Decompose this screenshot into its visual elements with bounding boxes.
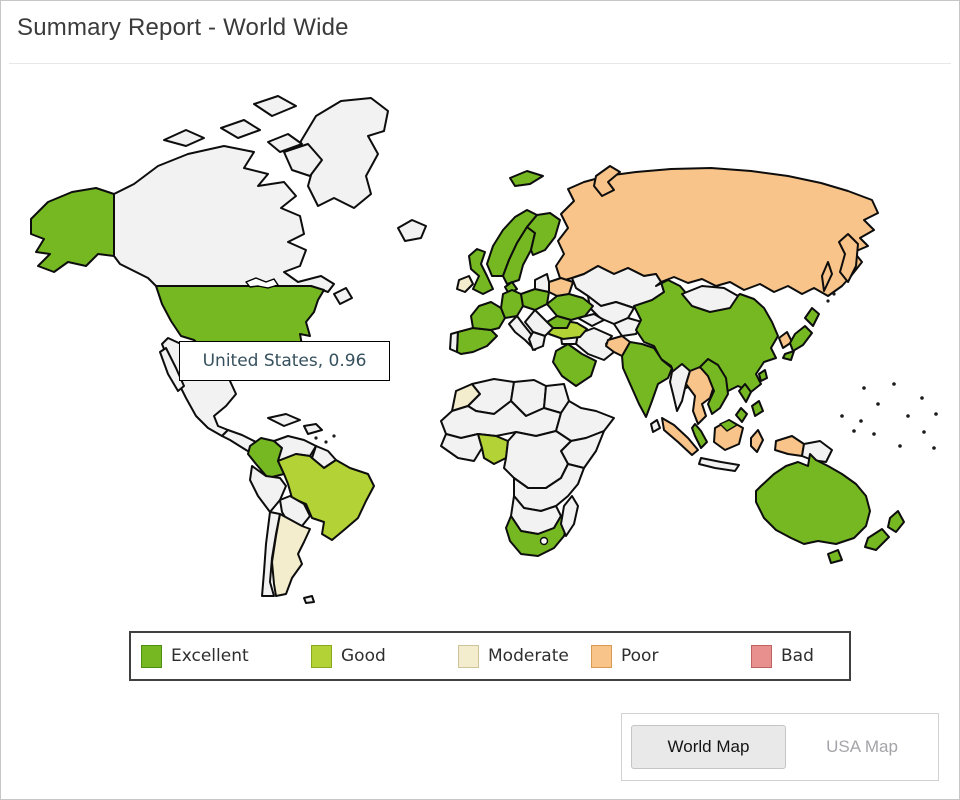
country-sulawesi[interactable] xyxy=(750,429,764,453)
country-greece[interactable] xyxy=(528,331,546,351)
legend-label-moderate: Moderate xyxy=(488,646,569,666)
country-west-africa[interactable] xyxy=(440,433,483,462)
country-south-africa[interactable] xyxy=(505,515,569,557)
legend-item-good: Good xyxy=(311,633,386,679)
great-lakes xyxy=(245,277,279,289)
country-taiwan[interactable] xyxy=(758,369,768,382)
map-tooltip-text: United States, 0.96 xyxy=(202,351,367,371)
country-romania[interactable] xyxy=(546,315,572,329)
country-baltic-states[interactable] xyxy=(534,273,550,293)
country-west-papua[interactable] xyxy=(774,435,805,457)
map-tooltip: United States, 0.96 xyxy=(179,341,390,381)
country-papua-new-guinea[interactable] xyxy=(801,440,833,463)
map-toggle-group: World Map USA Map xyxy=(621,713,939,781)
country-vietnam[interactable] xyxy=(699,358,729,415)
country-spain[interactable] xyxy=(456,327,498,355)
usa-map-button[interactable]: USA Map xyxy=(794,725,930,769)
country-greenland[interactable] xyxy=(297,97,389,209)
country-poland[interactable] xyxy=(520,288,550,311)
country-falkland-islands[interactable] xyxy=(303,595,315,604)
country-canadian-islands[interactable] xyxy=(220,119,261,139)
country-sudan-horn[interactable] xyxy=(555,400,615,442)
legend-item-bad: Bad xyxy=(751,633,814,679)
legend-item-poor: Poor xyxy=(591,633,658,679)
legend-swatch-moderate xyxy=(458,644,479,668)
country-finland[interactable] xyxy=(526,212,561,256)
country-baja-california[interactable] xyxy=(159,347,185,392)
country-sakhalin[interactable] xyxy=(821,261,833,292)
country-newfoundland[interactable] xyxy=(333,287,353,305)
country-pakistan[interactable] xyxy=(605,335,631,357)
country-cuba[interactable] xyxy=(267,413,301,427)
legend-label-bad: Bad xyxy=(781,646,814,666)
country-argentina[interactable] xyxy=(271,513,311,597)
country-hispaniola[interactable] xyxy=(303,423,323,435)
country-australia[interactable] xyxy=(755,453,871,545)
title-divider xyxy=(9,63,951,64)
country-germany[interactable] xyxy=(500,289,524,319)
page-title: Summary Report - World Wide xyxy=(17,14,349,41)
country-saudi-arabia[interactable] xyxy=(552,343,597,387)
country-japan-honshu[interactable] xyxy=(789,325,813,352)
world-map-button[interactable]: World Map xyxy=(631,725,786,769)
legend-item-moderate: Moderate xyxy=(458,633,569,679)
country-japan-hokkaido[interactable] xyxy=(804,307,820,327)
country-france[interactable] xyxy=(470,301,506,331)
country-brazil[interactable] xyxy=(277,453,375,541)
legend-swatch-bad xyxy=(751,644,772,668)
country-canadian-islands[interactable] xyxy=(163,129,205,147)
country-kamchatka[interactable] xyxy=(838,233,859,283)
country-nigeria[interactable] xyxy=(477,433,509,465)
country-philippines-north[interactable] xyxy=(738,383,752,403)
country-alaska[interactable] xyxy=(30,187,115,273)
country-ukraine[interactable] xyxy=(546,293,594,321)
legend-item-excellent: Excellent xyxy=(141,633,249,679)
country-svalbard[interactable] xyxy=(509,170,544,187)
country-mongolia[interactable] xyxy=(681,285,739,313)
country-tasmania[interactable] xyxy=(827,549,843,564)
legend-swatch-good xyxy=(311,644,332,668)
country-java[interactable] xyxy=(698,457,740,472)
legend: Excellent Good Moderate Poor Bad xyxy=(129,631,851,681)
country-new-zealand-north[interactable] xyxy=(887,510,905,533)
country-novaya-zemlya[interactable] xyxy=(593,165,621,197)
country-sumatra[interactable] xyxy=(661,417,699,456)
country-philippines-south[interactable] xyxy=(735,407,748,423)
country-philippines-central[interactable] xyxy=(751,400,764,417)
legend-label-good: Good xyxy=(341,646,386,666)
country-india[interactable] xyxy=(621,341,673,418)
legend-label-poor: Poor xyxy=(621,646,659,666)
country-new-zealand-south[interactable] xyxy=(864,528,890,551)
country-canadian-islands[interactable] xyxy=(253,95,297,117)
legend-swatch-excellent xyxy=(141,644,162,668)
country-east-malaysia[interactable] xyxy=(719,419,738,432)
country-canadian-islands[interactable] xyxy=(267,133,303,153)
country-myanmar[interactable] xyxy=(669,363,691,412)
country-sri-lanka[interactable] xyxy=(650,419,661,433)
country-iceland[interactable] xyxy=(397,219,427,242)
legend-label-excellent: Excellent xyxy=(171,646,249,666)
world-map[interactable] xyxy=(16,86,946,621)
legend-swatch-poor xyxy=(591,644,612,668)
country-lesotho[interactable] xyxy=(539,536,549,546)
country-ireland[interactable] xyxy=(456,275,474,293)
country-malay-peninsula[interactable] xyxy=(691,423,708,449)
country-baffin-island[interactable] xyxy=(283,143,323,177)
country-madagascar[interactable] xyxy=(560,495,579,537)
small-islands xyxy=(314,292,938,450)
country-united-kingdom[interactable] xyxy=(468,248,494,295)
country-japan-kyushu[interactable] xyxy=(782,350,795,361)
